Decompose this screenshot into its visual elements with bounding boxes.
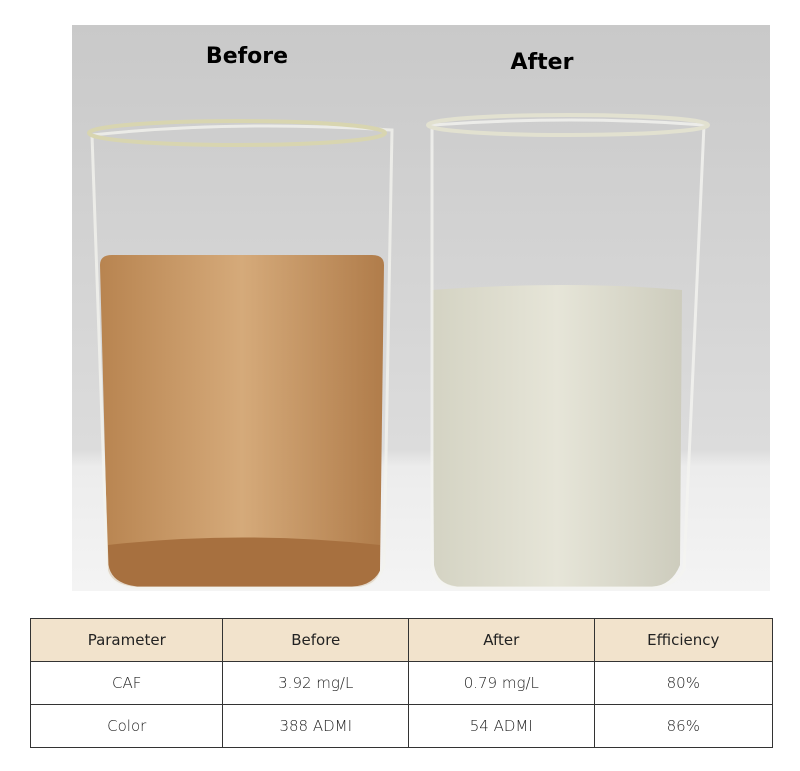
results-table: Parameter Before After Efficiency CAF 3.… (29, 618, 774, 748)
before-label: Before (206, 44, 288, 69)
header-cell: Efficiency (593, 618, 774, 662)
cell: 388 ADMI (222, 704, 410, 748)
header-cell: Parameter (29, 618, 224, 662)
photo: Before After (72, 25, 770, 591)
row: Color 388 ADMI 54 ADMI 86% (29, 704, 774, 748)
header-cell: Before (222, 618, 410, 662)
header-row: Parameter Before After Efficiency (29, 618, 774, 662)
after-label: After (511, 50, 574, 75)
cell: CAF (29, 661, 224, 705)
cell: 86% (593, 704, 774, 748)
cell: 3.92 mg/L (222, 661, 410, 705)
cell: 54 ADMI (408, 704, 595, 748)
cell: 0.79 mg/L (408, 661, 595, 705)
cell: Color (29, 704, 224, 748)
row: CAF 3.92 mg/L 0.79 mg/L 80% (29, 661, 774, 705)
cell: 80% (593, 661, 774, 705)
header-cell: After (408, 618, 595, 662)
